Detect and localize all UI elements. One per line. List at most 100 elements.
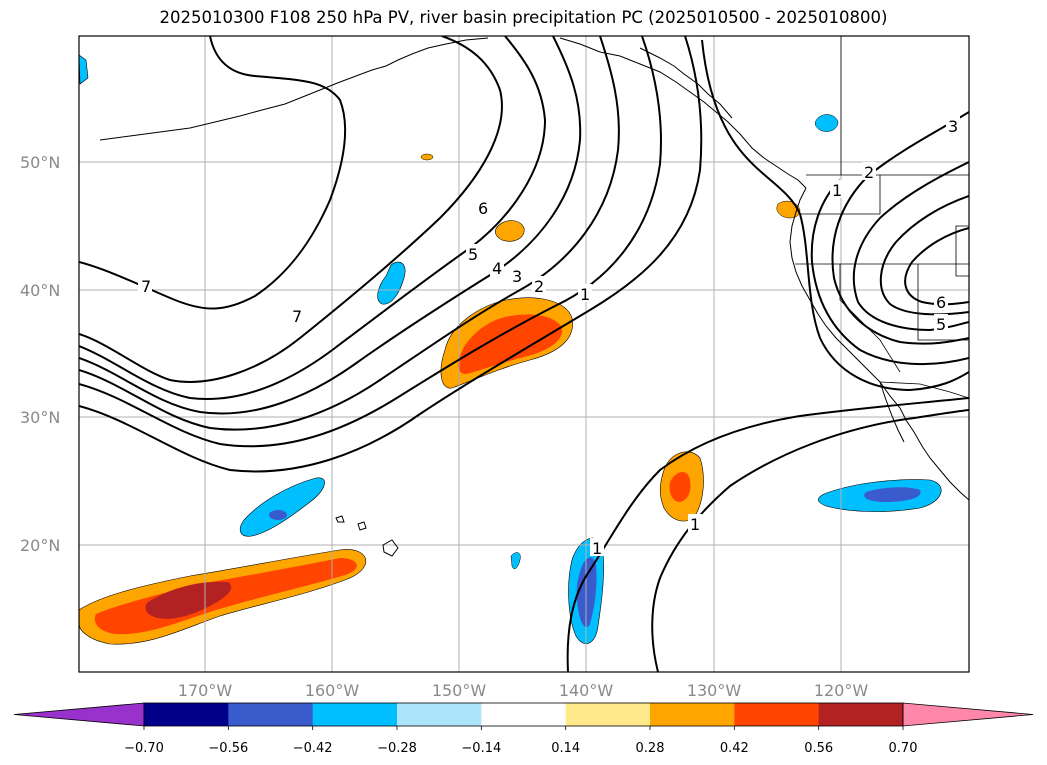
baja-coastline [879, 381, 905, 443]
lon-labels: 170°W 160°W 150°W 140°W 130°W 120°W [178, 681, 869, 700]
contour-label: 1 [690, 515, 700, 534]
hawaii-island [335, 515, 345, 523]
colorbar-segment [565, 703, 651, 726]
contour-label: 7 [292, 307, 302, 326]
us-west-coastline [789, 187, 881, 383]
mexico-coastline [879, 381, 969, 501]
contour-label: 2 [864, 163, 874, 182]
contour-label: 5 [468, 245, 478, 264]
contour-label: 1 [832, 181, 842, 200]
alaska-coastline [559, 37, 807, 189]
pv-contour-5 [79, 36, 547, 400]
map-frame [78, 35, 970, 673]
lat-label: 50°N [20, 153, 60, 172]
pv-contour-4 [79, 36, 582, 415]
shade-positive-max [145, 581, 232, 619]
shade-positive-blob [420, 153, 434, 161]
pv-contour-1 [566, 397, 969, 672]
lon-label: 120°W [814, 681, 869, 700]
state-border [917, 264, 969, 341]
colorbar-segment [312, 703, 398, 726]
colorbar-segment [397, 703, 482, 726]
shade-negative-core [864, 487, 921, 502]
lat-labels: 50°N 40°N 30°N 20°N [20, 153, 60, 555]
pv-contour-6 [79, 36, 503, 383]
shade-positive-core [458, 314, 563, 374]
colorbar-tick-label: 0.70 [889, 741, 918, 756]
shade-negative-blob [79, 54, 89, 85]
contour-label: 3 [512, 267, 522, 286]
colorbar-extend-low [13, 702, 145, 727]
contour-label: 6 [936, 293, 946, 312]
colorbar-segment [481, 703, 567, 726]
figure-title: 2025010300 F108 250 hPa PV, river basin … [159, 8, 888, 27]
colorbar-tick-label: −0.14 [461, 741, 501, 756]
shade-negative-blob [239, 477, 325, 537]
state-border [839, 264, 901, 373]
colorbar-tick-label: 0.14 [551, 741, 580, 756]
colorbar-segment [228, 703, 314, 726]
colorbar-tick-label: −0.56 [208, 741, 248, 756]
pv-contour-3 [79, 36, 620, 431]
lat-label: 20°N [20, 536, 60, 555]
pv-contour-2 [810, 179, 969, 366]
contour-label: 1 [580, 285, 590, 304]
contour-label: 5 [936, 315, 946, 334]
alaska-coastline [99, 37, 489, 141]
contour-label: 7 [141, 277, 151, 296]
shade-negative-core [269, 510, 287, 520]
pv-contour-3 [831, 111, 969, 345]
colorbar-segment [734, 703, 820, 726]
shade-positive-blob [495, 220, 525, 242]
lat-label: 30°N [20, 408, 60, 427]
lon-label: 140°W [559, 681, 614, 700]
colorbar-segment [650, 703, 735, 726]
lon-label: 150°W [432, 681, 487, 700]
colorbar-tick-label: 0.28 [636, 741, 665, 756]
us-mexico-border [879, 381, 969, 399]
pv-contour-1 [651, 409, 969, 672]
hawaii-island [382, 539, 399, 557]
colorbar-tick-label: 0.56 [804, 741, 833, 756]
shade-negative-blob [377, 261, 406, 305]
colorbar-segment [144, 703, 229, 726]
contour-label: 2 [534, 277, 544, 296]
shade-positive-core [669, 471, 691, 502]
colorbar-extend-high [902, 702, 1034, 727]
pv-contour-1 [701, 39, 969, 392]
precip-shading [79, 54, 942, 645]
contour-label: 6 [478, 199, 488, 218]
pv-contour-1 [79, 36, 703, 473]
political-borders [795, 36, 969, 399]
pv-contour-5 [879, 195, 969, 316]
shade-negative-blob [510, 552, 521, 570]
state-border [800, 175, 881, 215]
coastlines [99, 37, 969, 557]
alaska-coastline [639, 47, 733, 119]
lon-label: 130°W [687, 681, 742, 700]
colorbar-frame [143, 702, 904, 727]
state-border [955, 225, 969, 277]
colorbar-tick-labels: −0.70 −0.56 −0.42 −0.28 −0.14 0.14 0.28 0.42 0.5… [124, 726, 917, 756]
pv-contours [79, 36, 969, 672]
colorbar [13, 702, 1034, 727]
gridlines [79, 36, 969, 672]
colorbar-tick-label: −0.42 [293, 741, 333, 756]
shade-negative-blob [815, 114, 839, 132]
lat-label: 40°N [20, 281, 60, 300]
contour-label: 1 [592, 539, 602, 558]
hawaii-island [357, 521, 367, 531]
pv-contour-2 [79, 36, 663, 448]
pv-contour-7 [79, 36, 347, 310]
colorbar-tick-label: 0.42 [720, 741, 749, 756]
contour-label: 4 [492, 259, 502, 278]
lon-label: 160°W [305, 681, 360, 700]
lon-label: 170°W [178, 681, 233, 700]
colorbar-tick-label: −0.28 [377, 741, 417, 756]
contour-labels: 7 7 6 5 4 3 2 1 1 1 3 2 1 6 [138, 116, 960, 558]
shade-negative-core [576, 557, 597, 628]
contour-label: 3 [948, 117, 958, 136]
colorbar-tick-label: −0.70 [124, 741, 164, 756]
colorbar-segment [818, 703, 904, 726]
